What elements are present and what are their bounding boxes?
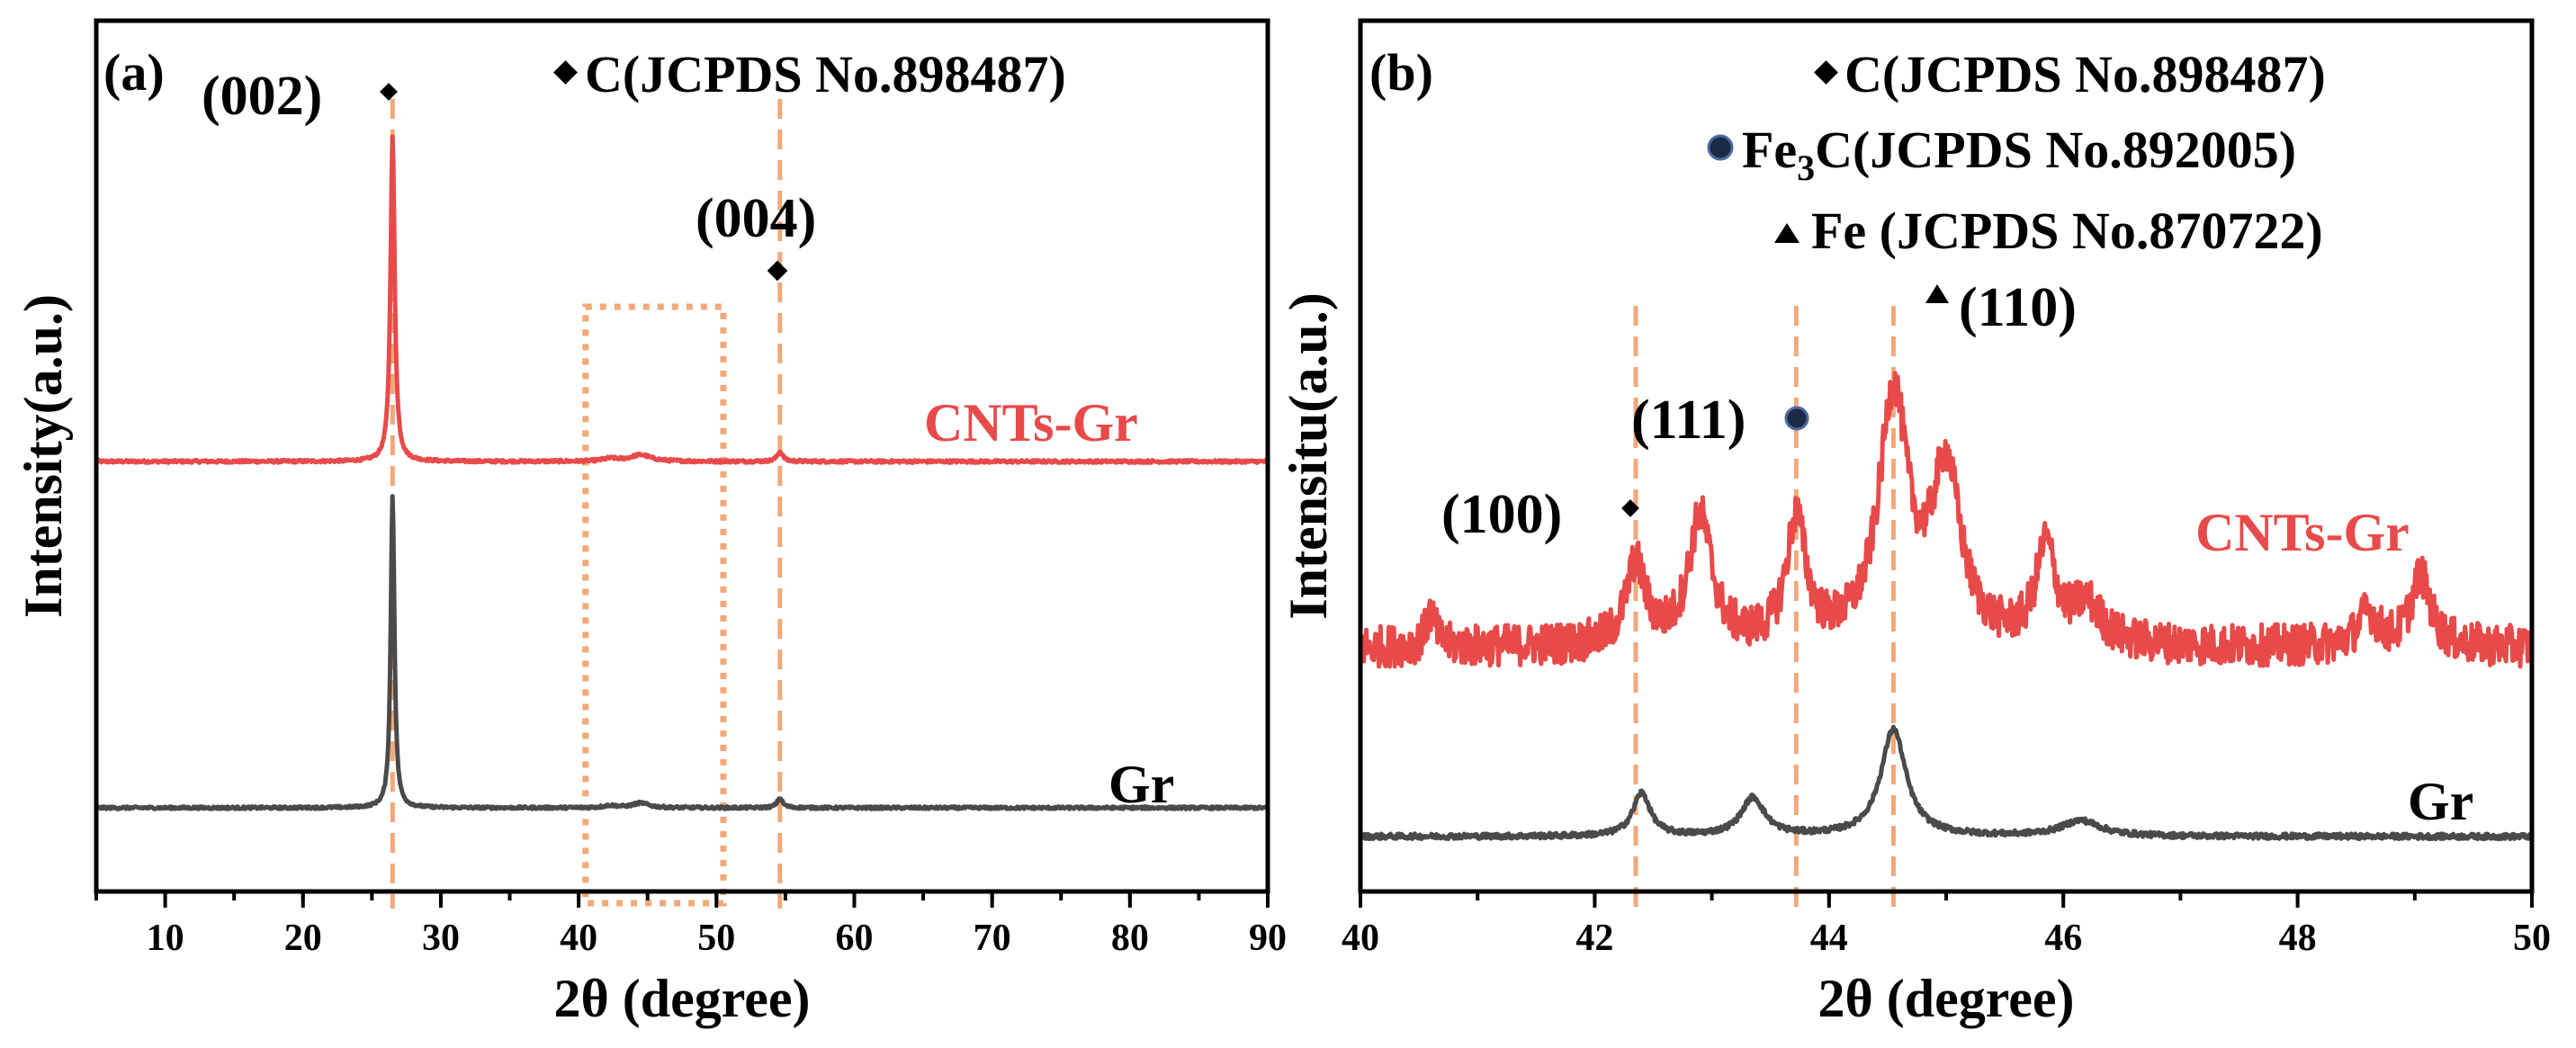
panel-a-legend: C(JCPDS No.898487) (553, 45, 1066, 103)
x-tick-label: 50 (2513, 918, 2551, 959)
x-tick-label: 44 (1810, 918, 1848, 959)
panel-a-series-label-cnts-gr: CNTs-Gr (924, 393, 1138, 452)
x-tick-label: 40 (1342, 918, 1379, 959)
peak-label-100: (100) (1441, 484, 1562, 545)
peak-label-110: (110) (1959, 277, 2077, 338)
x-tick-label: 20 (284, 918, 322, 959)
x-tick-label: 30 (422, 918, 460, 959)
peak-100-diamond-icon (1621, 499, 1639, 517)
x-tick-label: 10 (147, 918, 184, 959)
x-tick-label: 46 (2044, 918, 2082, 959)
panel-a-highlight-box (582, 303, 727, 907)
panel-b-series-label-gr: Gr (2408, 772, 2473, 831)
panel-b-legend-fe: Fe (JCPDS No.870722) (1811, 202, 2323, 260)
x-tick-label: 48 (2279, 918, 2317, 959)
panel-a-legend-c: C(JCPDS No.898487) (585, 45, 1066, 103)
panel-b-legend: C(JCPDS No.898487) Fe3C(JCPDS No.892005)… (1707, 45, 2326, 260)
panel-b-peak-111: (111) (1631, 390, 1809, 451)
x-tick-label: 42 (1575, 918, 1613, 959)
peak-label-002: (002) (202, 66, 322, 127)
panel-a-chart: 10 20 30 40 50 60 70 80 90 (a) C(JCPDS No.898487… (13, 18, 1287, 1028)
series-line-cnts-gr (94, 134, 1270, 465)
legend-diamond-icon (1814, 60, 1838, 85)
panel-b-label: (b) (1369, 43, 1433, 102)
x-tick-label: 80 (1111, 918, 1149, 959)
peak-label-111: (111) (1631, 390, 1746, 451)
panel-b-y-axis-title: Intensitu(a.u.) (1279, 292, 1338, 619)
panel-b-peak-100: (100) (1441, 484, 1639, 545)
panel-b-legend-c: C(JCPDS No.898487) (1844, 45, 2326, 103)
panel-b-series-label-cnts-gr: CNTs-Gr (2195, 503, 2410, 562)
peak-111-circle-icon (1784, 406, 1809, 431)
peak-label-004: (004) (696, 188, 816, 249)
x-tick-label: 50 (697, 918, 735, 959)
series-line-cnts-gr (1358, 371, 2535, 669)
panel-b-chart: 40 42 44 46 48 50 (b) C(JCPDS No.898487) Fe3C… (1279, 18, 2551, 1028)
series-line-gr (94, 494, 1270, 811)
panel-a-label: (a) (103, 43, 165, 102)
x-tick-label: 40 (560, 918, 597, 959)
x-tick-label: 60 (835, 918, 873, 959)
x-tick-label: 70 (974, 918, 1011, 959)
panel-b-peak-110: (110) (1925, 277, 2077, 338)
peak-004-diamond-icon (767, 260, 788, 282)
panel-a-peak-002: (002) (202, 66, 398, 127)
legend-triangle-icon (1774, 223, 1800, 243)
panel-a-x-axis-title: 2θ (degree) (553, 969, 810, 1028)
legend-diamond-icon (553, 60, 578, 85)
panel-b-legend-fe3c: Fe3C(JCPDS No.892005) (1742, 121, 2296, 188)
panel-a-series-label-gr: Gr (1108, 755, 1174, 814)
panel-a-peak-004: (004) (696, 188, 816, 282)
panel-b-x-axis-title: 2θ (degree) (1818, 969, 2074, 1028)
x-tick-label: 90 (1249, 918, 1287, 959)
peak-002-diamond-icon (380, 83, 398, 101)
series-line-gr (1358, 724, 2534, 842)
panel-a-frame (94, 18, 1270, 894)
peak-110-triangle-icon (1925, 284, 1949, 303)
legend-circle-icon (1707, 134, 1734, 161)
panel-a-y-axis-title: Intensity(a.u.) (13, 294, 73, 618)
